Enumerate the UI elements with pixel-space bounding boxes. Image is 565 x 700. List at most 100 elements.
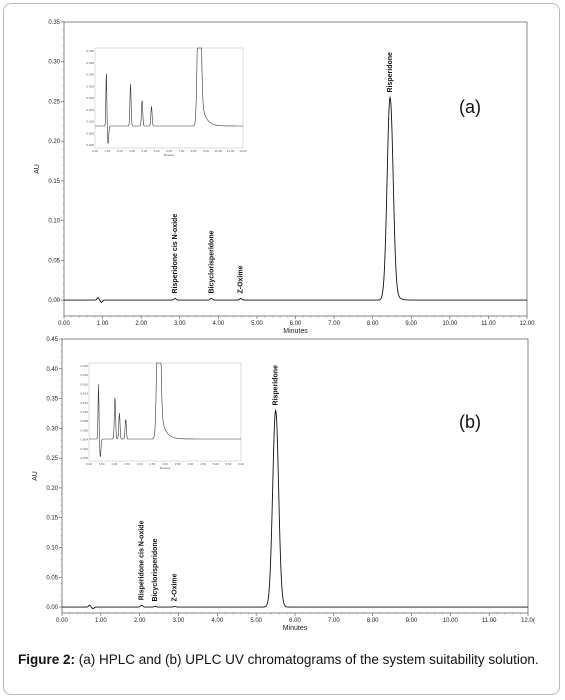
x-tick-label: 8.00 [367, 618, 379, 624]
inset-x-tick-label: 1.50 [124, 462, 130, 466]
x-tick-label: 4.00 [211, 618, 223, 624]
figure-caption: Figure 2: (a) HPLC and (b) UPLC UV chrom… [18, 651, 553, 668]
inset-x-tick-label: 4.50 [200, 462, 206, 466]
inset-y-tick-label: 0.008 [80, 419, 88, 423]
inset-y-tick-label: 0.000 [86, 143, 94, 147]
y-tick-label: 0.35 [46, 397, 58, 403]
panel-label: (a) [459, 97, 481, 117]
x-tick-label: 5.00 [251, 321, 263, 327]
inset-y-tick-label: 0.005 [86, 131, 94, 135]
inset-y-tick-label: 0.002 [80, 447, 88, 451]
inset-y-tick-label: 0.020 [86, 96, 94, 100]
x-tick-label: 6.00 [289, 618, 301, 624]
inset-x-tick-label: 2.00 [117, 149, 123, 153]
x-tick-label: 9.00 [406, 618, 418, 624]
y-tick-label: 0.15 [46, 516, 58, 522]
x-tick-label: 1.00 [95, 618, 107, 624]
inset-x-tick-label: 3.00 [162, 462, 168, 466]
x-tick-label: 4.00 [212, 321, 224, 327]
inset-x-tick-label: 2.00 [137, 462, 143, 466]
inset-x-tick-label: 5.50 [225, 462, 231, 466]
inset-x-axis-title: Minutes [160, 466, 171, 470]
peak-label: Risperidone cis N-oxide [139, 520, 146, 600]
caption-text: (a) HPLC and (b) UPLC UV chromatograms o… [75, 652, 539, 667]
inset-x-tick-label: 4.00 [187, 462, 193, 466]
inset-x-tick-label: 8.00 [191, 149, 197, 153]
inset-frame [94, 47, 244, 149]
x-tick-label: 8.00 [367, 321, 379, 327]
x-tick-label: 2.00 [135, 321, 147, 327]
y-tick-label: 0.00 [48, 298, 60, 304]
y-tick-label: 0.20 [48, 139, 60, 145]
inset-y-tick-label: 0.025 [86, 84, 94, 88]
inset-x-tick-label: 1.00 [111, 462, 117, 466]
inset-x-tick-label: 9.00 [203, 149, 209, 153]
inset-x-tick-label: 3.00 [129, 149, 135, 153]
x-tick-label: 11.00 [482, 618, 497, 624]
x-tick-label: 9.00 [405, 321, 417, 327]
chromatogram-figure: 0.00 0.05 0.10 0.15 0.20 0.25 0.30 0.35 0.00 1.00… [32, 20, 535, 632]
x-tick-label: 3.00 [173, 618, 185, 624]
inset-x-tick-label: 2.50 [149, 462, 155, 466]
chromatogram-panel-a: 0.00 0.05 0.10 0.15 0.20 0.25 0.30 0.35 0.00 1.00… [34, 20, 535, 335]
inset-y-tick-label: 0.014 [80, 392, 88, 396]
x-tick-label: 6.00 [290, 321, 302, 327]
inset-trace [95, 47, 243, 144]
inset-y-tick-label: 0.000 [80, 456, 88, 460]
x-tick-label: 2.00 [134, 618, 146, 624]
inset-x-tick-label: 5.00 [213, 462, 219, 466]
inset-y-tick-label: 0.015 [86, 108, 94, 112]
x-tick-label: 12.0( [521, 618, 535, 624]
inset-x-tick-label: 0.00 [86, 462, 92, 466]
x-tick-label: 12.00 [519, 321, 535, 327]
x-tick-label: 0.00 [56, 618, 68, 624]
y-tick-label: 0.25 [46, 456, 58, 462]
inset-x-tick-label: 7.00 [178, 149, 184, 153]
y-tick-label: 0.10 [46, 545, 58, 551]
y-tick-label: 0.20 [46, 486, 58, 492]
y-tick-label: 0.05 [46, 575, 58, 581]
x-tick-label: 7.00 [328, 321, 340, 327]
peak-label: Z-Oxime [172, 573, 179, 601]
peak-label: Risperidone cis N-oxide [172, 214, 179, 294]
peak-label: Bicyclorisperidone [208, 230, 215, 293]
peak-label: Bicyclorisperidone [152, 538, 159, 601]
inset-y-tick-label: 0.020 [80, 364, 88, 368]
inset-x-tick-label: 11.00 [227, 149, 235, 153]
x-tick-label: 7.00 [328, 618, 340, 624]
inset-x-tick-label: 0.00 [92, 149, 98, 153]
y-tick-label: 0.15 [48, 179, 60, 185]
x-tick-label: 10.00 [442, 321, 458, 327]
y-tick-label: 0.35 [48, 20, 60, 26]
x-tick-label: 11.00 [481, 321, 496, 327]
inset-y-tick-label: 0.016 [80, 382, 88, 386]
x-tick-label: 5.00 [250, 618, 262, 624]
x-tick-label: 10.00 [443, 618, 459, 624]
y-tick-label: 0.45 [46, 337, 58, 343]
inset-y-tick-label: 0.035 [86, 61, 94, 65]
inset-y-tick-label: 0.018 [80, 373, 88, 377]
inset-frame [88, 362, 242, 462]
y-tick-label: 0.10 [48, 219, 60, 225]
x-axis-title: Minutes [283, 328, 308, 335]
inset-y-tick-label: 0.012 [80, 401, 88, 405]
y-tick-label: 0.40 [46, 367, 58, 373]
y-axis-title: AU [32, 471, 39, 481]
peak-label: Risperidone [387, 52, 394, 93]
peak-label: Z-Oxime [238, 265, 245, 293]
y-tick-label: 0.30 [48, 60, 60, 66]
y-tick-label: 0.05 [48, 258, 60, 264]
inset-x-tick-label: 6.00 [166, 149, 172, 153]
chromatogram-panel-b: 0.00 0.05 0.10 0.15 0.20 0.25 0.30 0.35 0.40 0.45… [32, 337, 535, 632]
inset-y-tick-label: 0.004 [80, 438, 88, 442]
inset-x-tick-label: 0.50 [99, 462, 105, 466]
inset-y-tick-label: 0.006 [80, 428, 88, 432]
inset-x-tick-label: 6.00 [238, 462, 244, 466]
inset-x-tick-label: 4.00 [141, 149, 147, 153]
x-tick-label: 0.00 [58, 321, 70, 327]
inset-trace [89, 362, 241, 457]
y-axis-title: AU [34, 164, 41, 174]
inset-x-tick-label: 3.50 [175, 462, 181, 466]
x-tick-label: 3.00 [174, 321, 186, 327]
y-tick-label: 0.30 [46, 426, 58, 432]
